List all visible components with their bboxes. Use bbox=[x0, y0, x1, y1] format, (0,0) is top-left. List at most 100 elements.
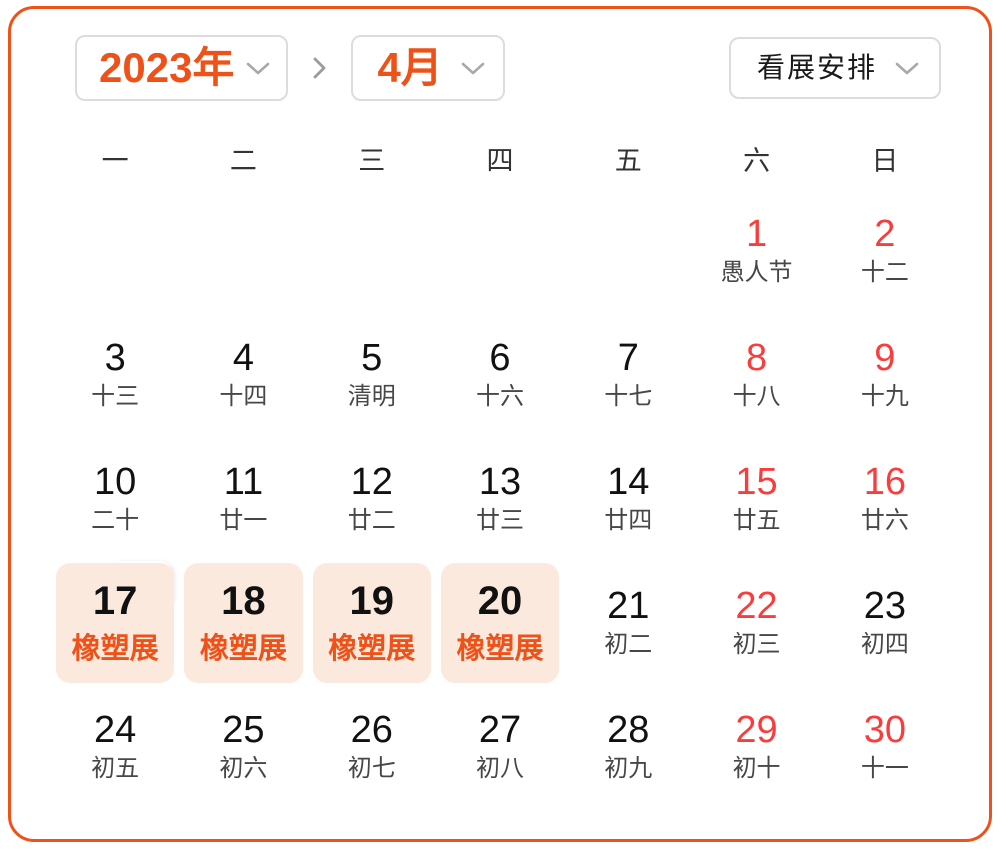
lunar-label: 廿五 bbox=[732, 507, 781, 535]
date-number: 2 bbox=[874, 213, 896, 256]
date-cell[interactable]: 8 十八 bbox=[692, 313, 820, 437]
empty-cell bbox=[51, 189, 179, 313]
date-number: 5 bbox=[361, 337, 383, 380]
lunar-label: 廿三 bbox=[475, 507, 524, 535]
chevron-down-icon bbox=[461, 62, 485, 74]
date-number: 29 bbox=[735, 709, 778, 752]
lunar-label: 初八 bbox=[475, 755, 524, 783]
event-date-cell[interactable]: 18 橡塑展 bbox=[184, 563, 303, 683]
date-cell[interactable]: 28 初九 bbox=[564, 685, 692, 809]
lunar-label: 廿一 bbox=[219, 507, 268, 535]
lunar-label: 初十 bbox=[732, 755, 781, 783]
date-number: 7 bbox=[617, 337, 639, 380]
date-number: 17 bbox=[92, 578, 138, 623]
weekday-label: 六 bbox=[743, 146, 771, 176]
date-cell[interactable]: 6 十六 bbox=[436, 313, 564, 437]
date-number: 22 bbox=[735, 585, 778, 628]
month-select[interactable]: 4月 bbox=[351, 35, 505, 101]
lunar-label: 十六 bbox=[475, 383, 524, 411]
date-number: 1 bbox=[745, 213, 768, 256]
date-cell[interactable]: 16 廿六 bbox=[821, 437, 949, 561]
lunar-label: 初三 bbox=[732, 631, 781, 659]
date-cell[interactable]: 4 十四 bbox=[179, 313, 307, 437]
year-select[interactable]: 2023年 bbox=[75, 35, 289, 101]
calendar-header: 2023年 4月 看展安排 bbox=[11, 9, 989, 101]
date-number: 26 bbox=[350, 709, 393, 752]
weekday-label: 四 bbox=[486, 146, 514, 176]
lunar-label: 初二 bbox=[604, 631, 653, 659]
lunar-label: 廿六 bbox=[860, 507, 909, 535]
lunar-label: 初五 bbox=[91, 755, 140, 783]
chevron-down-icon bbox=[895, 62, 919, 74]
weekday-label: 五 bbox=[614, 146, 642, 176]
weekday-label: 三 bbox=[358, 146, 386, 176]
event-label: 橡塑展 bbox=[328, 632, 416, 665]
lunar-label: 初九 bbox=[604, 755, 653, 783]
date-number: 30 bbox=[863, 709, 906, 752]
lunar-label: 初四 bbox=[860, 631, 909, 659]
date-number: 10 bbox=[94, 461, 137, 504]
date-number: 3 bbox=[104, 337, 126, 380]
date-number: 28 bbox=[607, 709, 650, 752]
weekday-header-row: 一 二 三 四 五 六 日 bbox=[11, 147, 989, 175]
date-number: 4 bbox=[232, 337, 254, 380]
date-number: 16 bbox=[863, 461, 906, 504]
date-number: 15 bbox=[735, 461, 778, 504]
date-cell[interactable]: 22 初三 bbox=[692, 561, 820, 685]
chevron-right-icon bbox=[314, 57, 326, 79]
weekday-label: 日 bbox=[871, 146, 899, 176]
date-cell[interactable]: 9 十九 bbox=[821, 313, 949, 437]
empty-cell bbox=[436, 189, 564, 313]
empty-cell bbox=[179, 189, 307, 313]
date-cell[interactable]: 25 初六 bbox=[179, 685, 307, 809]
date-number: 6 bbox=[489, 337, 511, 380]
date-cell[interactable]: 14 廿四 bbox=[564, 437, 692, 561]
date-cell[interactable]: 11 廿一 bbox=[179, 437, 307, 561]
lunar-label: 十八 bbox=[732, 383, 781, 411]
date-cell[interactable]: 15 廿五 bbox=[692, 437, 820, 561]
date-cell[interactable]: 13 廿三 bbox=[436, 437, 564, 561]
schedule-select[interactable]: 看展安排 bbox=[728, 37, 941, 99]
date-cell[interactable]: 30 十一 bbox=[821, 685, 949, 809]
event-date-cell[interactable]: 20 橡塑展 bbox=[440, 563, 560, 683]
event-label: 橡塑展 bbox=[199, 632, 287, 665]
date-number: 9 bbox=[874, 337, 896, 380]
date-number: 20 bbox=[477, 578, 523, 623]
lunar-label: 十三 bbox=[91, 383, 140, 411]
date-cell[interactable]: 29 初十 bbox=[692, 685, 820, 809]
event-date-cell[interactable]: 17 橡塑展 bbox=[56, 563, 175, 683]
weekday-label: 一 bbox=[101, 146, 129, 176]
lunar-label: 廿四 bbox=[604, 507, 653, 535]
empty-cell bbox=[308, 189, 436, 313]
date-cell[interactable]: 10 二十 bbox=[51, 437, 179, 561]
header-separator bbox=[312, 55, 327, 81]
lunar-label: 廿二 bbox=[347, 507, 396, 535]
schedule-select-label: 看展安排 bbox=[756, 52, 877, 83]
date-number: 12 bbox=[350, 461, 393, 504]
date-cell[interactable]: 5 清明 bbox=[308, 313, 436, 437]
date-number: 25 bbox=[222, 709, 265, 752]
event-label: 橡塑展 bbox=[71, 632, 159, 665]
date-number: 14 bbox=[607, 461, 650, 504]
date-cell[interactable]: 1 愚人节 bbox=[692, 189, 820, 313]
date-cell[interactable]: 12 廿二 bbox=[308, 437, 436, 561]
date-cell[interactable]: 21 初二 bbox=[564, 561, 692, 685]
date-cell[interactable]: 23 初四 bbox=[821, 561, 949, 685]
lunar-label: 十四 bbox=[219, 383, 268, 411]
date-cell[interactable]: 3 十三 bbox=[51, 313, 179, 437]
date-number: 27 bbox=[478, 709, 522, 752]
weekday-label: 二 bbox=[229, 146, 257, 176]
date-cell[interactable]: 2 十二 bbox=[821, 189, 949, 313]
date-number: 19 bbox=[349, 578, 394, 623]
lunar-label: 十二 bbox=[860, 259, 909, 287]
date-cell[interactable]: 27 初八 bbox=[436, 685, 564, 809]
year-select-label: 2023年 bbox=[99, 44, 235, 91]
date-cell[interactable]: 7 十七 bbox=[564, 313, 692, 437]
lunar-label: 十七 bbox=[604, 383, 653, 411]
lunar-label: 初七 bbox=[347, 755, 396, 783]
chevron-down-icon bbox=[247, 62, 270, 74]
date-number: 24 bbox=[94, 709, 137, 752]
date-cell[interactable]: 24 初五 bbox=[51, 685, 179, 809]
event-date-cell[interactable]: 19 橡塑展 bbox=[312, 563, 431, 683]
date-cell[interactable]: 26 初七 bbox=[308, 685, 436, 809]
